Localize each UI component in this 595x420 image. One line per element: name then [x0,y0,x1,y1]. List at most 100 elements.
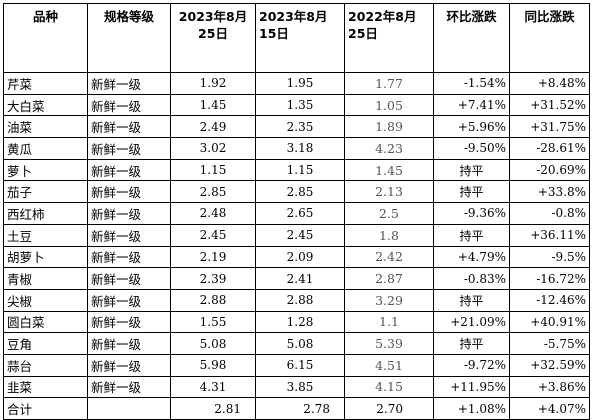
yoy-change-cell: -28.61% [509,137,590,160]
header-variety: 品种 [3,3,88,73]
variety-cell: 黄瓜 [3,137,88,160]
table-row: 黄瓜 新鲜一级 3.02 3.18 4.23 -9.50% -28.61% [3,137,590,160]
price-2023-aug-25-cell: 2.81 [170,397,256,420]
table-body: 芹菜 新鲜一级 1.92 1.95 1.77 -1.54% +8.48% 大白菜 新鲜一级 1.4… [3,72,590,420]
variety-cell: 油菜 [3,115,88,139]
mom-change-cell: 持平 [433,223,510,247]
spec-cell: 新鲜一级 [87,72,171,95]
mom-change-cell: -0.83% [433,267,510,290]
price-2022-aug-25-cell: 1.8 [344,223,434,247]
spec-cell: 新鲜一级 [87,93,171,117]
spec-cell: 新鲜一级 [87,202,171,225]
yoy-change-cell: +32.59% [509,353,590,377]
mom-change-cell: 持平 [433,288,510,312]
mom-change-cell: -9.50% [433,137,510,160]
variety-cell: 合计 [3,397,88,420]
price-2023-aug-25-cell: 1.15 [170,158,256,182]
mom-change-cell: +5.96% [433,115,510,139]
price-2022-aug-25-cell: 4.23 [344,137,434,160]
price-2022-aug-25-cell: 1.45 [344,158,434,182]
header-2023-aug-15-line1: 2023年8月 [259,9,328,24]
mom-change-cell: +4.79% [433,245,510,269]
variety-cell: 青椒 [3,267,88,290]
header-2023-aug-15-line2: 15日 [259,26,289,41]
yoy-change-cell: -16.72% [509,267,590,290]
price-2022-aug-25-cell: 1.05 [344,93,434,117]
price-2023-aug-15-cell: 2.85 [255,180,345,204]
mom-change-cell: +11.95% [433,375,510,399]
spec-cell: 新鲜一级 [87,245,171,269]
price-2022-aug-25-cell: 2.42 [344,245,434,269]
yoy-change-cell: +36.11% [509,223,590,247]
price-2023-aug-25-cell: 4.31 [170,375,256,399]
yoy-change-cell: +33.8% [509,180,590,204]
price-2023-aug-15-cell: 2.78 [255,397,345,420]
price-2023-aug-15-cell: 2.09 [255,245,345,269]
price-2023-aug-15-cell: 1.15 [255,158,345,182]
yoy-change-cell: -0.8% [509,202,590,225]
variety-cell: 尖椒 [3,288,88,312]
spec-cell: 新鲜一级 [87,310,171,334]
yoy-change-cell: +4.07% [509,397,590,420]
header-2022-aug-25: 2022年8月 25日 [344,3,434,73]
price-2023-aug-25-cell: 2.85 [170,180,256,204]
mom-change-cell: 持平 [433,180,510,204]
mom-change-cell: 持平 [433,332,510,355]
yoy-change-cell: +3.86% [509,375,590,399]
price-2023-aug-25-cell: 1.92 [170,72,256,95]
price-2022-aug-25-cell: 2.13 [344,180,434,204]
header-2023-aug-25-line1: 2023年8月 [178,9,248,24]
table-row: 大白菜 新鲜一级 1.45 1.35 1.05 +7.41% +31.52% [3,93,590,117]
variety-cell: 韭菜 [3,375,88,399]
table-row: 圆白菜 新鲜一级 1.55 1.28 1.1 +21.09% +40.91% [3,310,590,334]
yoy-change-cell: -9.5% [509,245,590,269]
variety-cell: 大白菜 [3,93,88,117]
header-yoy: 同比涨跌 [509,3,590,73]
header-row: 品种 规格等级 2023年8月 25日 2023年8月 15日 2022年8月 … [3,3,590,73]
yoy-change-cell: -12.46% [509,288,590,312]
table-row: 茄子 新鲜一级 2.85 2.85 2.13 持平 +33.8% [3,180,590,204]
price-2023-aug-15-cell: 3.18 [255,137,345,160]
table-row: 尖椒 新鲜一级 2.88 2.88 3.29 持平 -12.46% [3,288,590,312]
spec-cell: 新鲜一级 [87,375,171,399]
yoy-change-cell: -5.75% [509,332,590,355]
variety-cell: 萝卜 [3,158,88,182]
mom-change-cell: 持平 [433,158,510,182]
price-2023-aug-15-cell: 1.95 [255,72,345,95]
mom-change-cell: -9.36% [433,202,510,225]
header-spec: 规格等级 [87,3,171,73]
price-2022-aug-25-cell: 4.51 [344,353,434,377]
price-2023-aug-25-cell: 2.88 [170,288,256,312]
yoy-change-cell: +40.91% [509,310,590,334]
variety-cell: 胡萝卜 [3,245,88,269]
table-row: 西红柿 新鲜一级 2.48 2.65 2.5 -9.36% -0.8% [3,202,590,225]
yoy-change-cell: -20.69% [509,158,590,182]
price-2023-aug-15-cell: 5.08 [255,332,345,355]
price-2023-aug-15-cell: 2.45 [255,223,345,247]
spec-cell: 新鲜一级 [87,353,171,377]
price-2023-aug-25-cell: 2.48 [170,202,256,225]
price-2022-aug-25-cell: 1.77 [344,72,434,95]
price-2022-aug-25-cell: 4.15 [344,375,434,399]
yoy-change-cell: +31.75% [509,115,590,139]
header-2022-aug-25-line1: 2022年8月 [348,9,417,24]
variety-cell: 蒜台 [3,353,88,377]
spec-cell: 新鲜一级 [87,137,171,160]
variety-cell: 土豆 [3,223,88,247]
table-row: 土豆 新鲜一级 2.45 2.45 1.8 持平 +36.11% [3,223,590,247]
mom-change-cell: +1.08% [433,397,510,420]
header-2022-aug-25-line2: 25日 [348,26,378,41]
spec-cell: 新鲜一级 [87,158,171,182]
variety-cell: 芹菜 [3,72,88,95]
price-2022-aug-25-cell: 5.39 [344,332,434,355]
table-row: 蒜台 新鲜一级 5.98 6.15 4.51 -9.72% +32.59% [3,353,590,377]
price-2023-aug-15-cell: 2.65 [255,202,345,225]
total-row: 合计 2.81 2.78 2.70 +1.08% +4.07% [3,397,590,420]
table-row: 青椒 新鲜一级 2.39 2.41 2.87 -0.83% -16.72% [3,267,590,290]
price-2023-aug-25-cell: 2.39 [170,267,256,290]
price-2023-aug-15-cell: 3.85 [255,375,345,399]
spec-cell: 新鲜一级 [87,332,171,355]
yoy-change-cell: +8.48% [509,72,590,95]
table-row: 芹菜 新鲜一级 1.92 1.95 1.77 -1.54% +8.48% [3,72,590,95]
mom-change-cell: -9.72% [433,353,510,377]
